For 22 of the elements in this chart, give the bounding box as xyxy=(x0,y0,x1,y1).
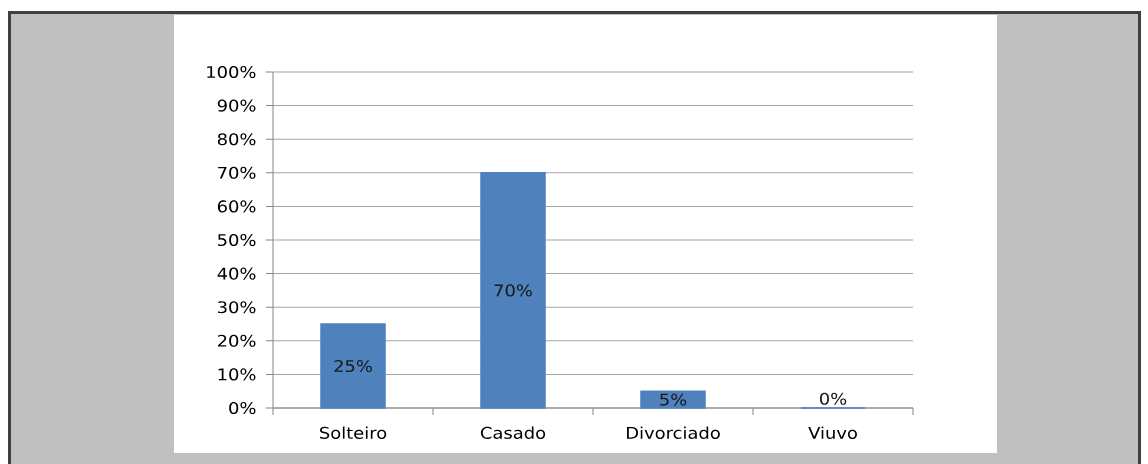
y-tick-label: 40% xyxy=(217,267,256,280)
y-tick-label: 60% xyxy=(217,200,256,213)
y-tick-label: 30% xyxy=(218,301,256,314)
y-tick-label: 80% xyxy=(217,133,256,146)
x-tick-label: Casado xyxy=(480,426,546,439)
y-tick-label: 20% xyxy=(217,334,256,347)
bar xyxy=(480,172,546,409)
data-label: 70% xyxy=(494,284,532,297)
y-tick-label: 0% xyxy=(229,401,256,415)
y-tick-label: 90% xyxy=(217,99,256,112)
y-tick-label: 10% xyxy=(218,368,256,381)
bar xyxy=(320,323,386,409)
data-label: 25% xyxy=(334,359,372,373)
y-tick-label: 50% xyxy=(218,233,256,247)
bar xyxy=(640,390,706,409)
x-tick-label: Divorciado xyxy=(627,426,720,439)
y-tick-label: 100% xyxy=(207,65,256,79)
y-tick-label: 70% xyxy=(218,166,256,179)
x-tick-label: Viuvo xyxy=(808,426,857,439)
x-tick-label: Solteiro xyxy=(320,426,387,439)
data-label: 5% xyxy=(660,393,687,406)
data-label: 0% xyxy=(819,392,847,405)
